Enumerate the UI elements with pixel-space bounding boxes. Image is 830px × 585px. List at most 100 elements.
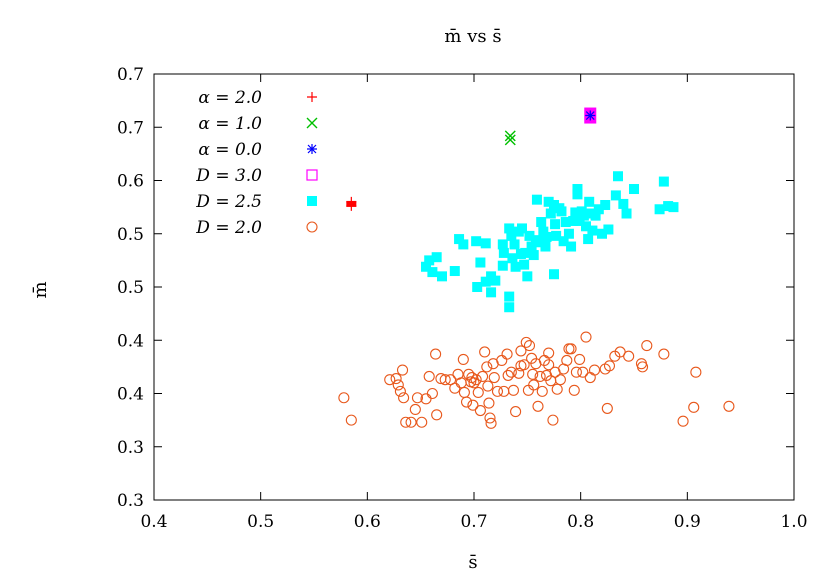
data-point bbox=[556, 206, 567, 217]
data-point bbox=[677, 415, 689, 427]
data-point bbox=[723, 400, 735, 412]
data-point bbox=[439, 374, 451, 386]
data-point bbox=[597, 228, 607, 239]
data-point bbox=[455, 377, 467, 389]
data-point bbox=[585, 110, 596, 121]
y-tick-label: 0.3 bbox=[117, 438, 144, 458]
data-point bbox=[547, 414, 559, 426]
data-point bbox=[663, 201, 674, 212]
legend-marker bbox=[306, 221, 318, 233]
y-tick-label: 0.5 bbox=[117, 225, 144, 245]
data-point bbox=[498, 385, 510, 397]
data-point bbox=[486, 287, 497, 298]
data-point bbox=[536, 217, 547, 228]
data-point bbox=[463, 368, 475, 380]
x-tick-label: 0.7 bbox=[460, 512, 487, 532]
data-point bbox=[690, 366, 702, 378]
data-point bbox=[481, 361, 493, 373]
series-plus bbox=[346, 196, 357, 211]
data-point bbox=[423, 370, 435, 383]
data-point bbox=[593, 204, 604, 215]
data-point bbox=[457, 353, 469, 365]
data-point bbox=[528, 250, 539, 261]
data-point bbox=[471, 236, 482, 247]
data-point bbox=[538, 226, 549, 237]
data-point bbox=[472, 282, 483, 292]
data-point bbox=[641, 340, 653, 352]
data-point bbox=[563, 228, 574, 239]
data-point bbox=[618, 198, 629, 209]
data-point bbox=[392, 379, 404, 391]
x-axis-title: s̄ bbox=[468, 552, 477, 573]
data-point bbox=[520, 336, 532, 348]
data-point bbox=[601, 402, 613, 414]
data-point bbox=[574, 215, 585, 226]
data-point bbox=[561, 354, 573, 367]
data-point bbox=[528, 379, 540, 391]
data-point bbox=[346, 200, 357, 207]
data-point bbox=[498, 247, 509, 258]
series-open-circle bbox=[338, 331, 735, 429]
data-point bbox=[460, 396, 473, 408]
data-point bbox=[563, 343, 575, 355]
series-star bbox=[585, 110, 596, 121]
data-point bbox=[497, 260, 508, 271]
data-point bbox=[504, 302, 515, 313]
data-point bbox=[584, 196, 595, 207]
data-point bbox=[603, 360, 616, 372]
data-point bbox=[543, 196, 554, 207]
legend-marker bbox=[306, 117, 318, 129]
plot-layer: 0.4 0.5 0.6 0.7 0.8 0.9 1.00.30.30.40.40.50.50… bbox=[117, 65, 808, 532]
data-point bbox=[551, 230, 562, 241]
data-point bbox=[502, 369, 514, 381]
x-tick-label: 1.0 bbox=[780, 512, 807, 532]
data-point bbox=[610, 190, 621, 201]
y-tick-label: 0.3 bbox=[117, 491, 144, 511]
data-point bbox=[507, 384, 520, 396]
y-tick-label: 0.5 bbox=[117, 278, 144, 298]
data-point bbox=[588, 364, 601, 376]
chart-title: m̄ vs s̄ bbox=[444, 26, 501, 47]
data-point bbox=[507, 253, 518, 264]
data-point bbox=[590, 210, 601, 221]
data-point bbox=[409, 403, 421, 416]
data-point bbox=[520, 247, 531, 258]
data-point bbox=[430, 348, 442, 360]
data-point bbox=[587, 225, 598, 236]
data-point bbox=[565, 343, 577, 355]
data-point bbox=[501, 348, 513, 360]
data-point bbox=[623, 350, 635, 362]
legend: α = 2.0 α = 1.0 α = 0.0 D = 3.0 D = 2.5 D = 2… bbox=[195, 88, 318, 238]
data-point bbox=[479, 346, 491, 358]
data-point bbox=[527, 368, 539, 380]
data-point bbox=[621, 208, 632, 219]
data-point bbox=[484, 412, 496, 424]
data-point bbox=[504, 223, 515, 234]
data-point bbox=[581, 221, 591, 232]
data-point bbox=[668, 202, 679, 213]
data-point bbox=[534, 370, 546, 383]
x-tick-label: 0.5 bbox=[247, 512, 274, 532]
data-point bbox=[568, 215, 579, 226]
data-point bbox=[583, 234, 594, 245]
data-point bbox=[550, 219, 561, 230]
y-tick-label: 0.7 bbox=[117, 65, 144, 85]
data-point bbox=[584, 371, 596, 384]
x-tick-label: 0.8 bbox=[567, 512, 594, 532]
data-point bbox=[431, 252, 442, 263]
legend-label: α = 2.0 bbox=[198, 88, 262, 108]
data-point bbox=[541, 231, 552, 242]
data-point bbox=[570, 207, 581, 218]
data-point bbox=[558, 236, 569, 247]
data-point bbox=[427, 267, 438, 278]
data-point bbox=[572, 189, 583, 200]
data-point bbox=[487, 358, 499, 370]
data-point bbox=[554, 374, 566, 386]
data-point bbox=[476, 370, 489, 383]
legend-label: D = 2.5 bbox=[195, 192, 262, 212]
data-point bbox=[437, 271, 447, 282]
data-point bbox=[497, 239, 508, 250]
data-point bbox=[580, 331, 592, 343]
